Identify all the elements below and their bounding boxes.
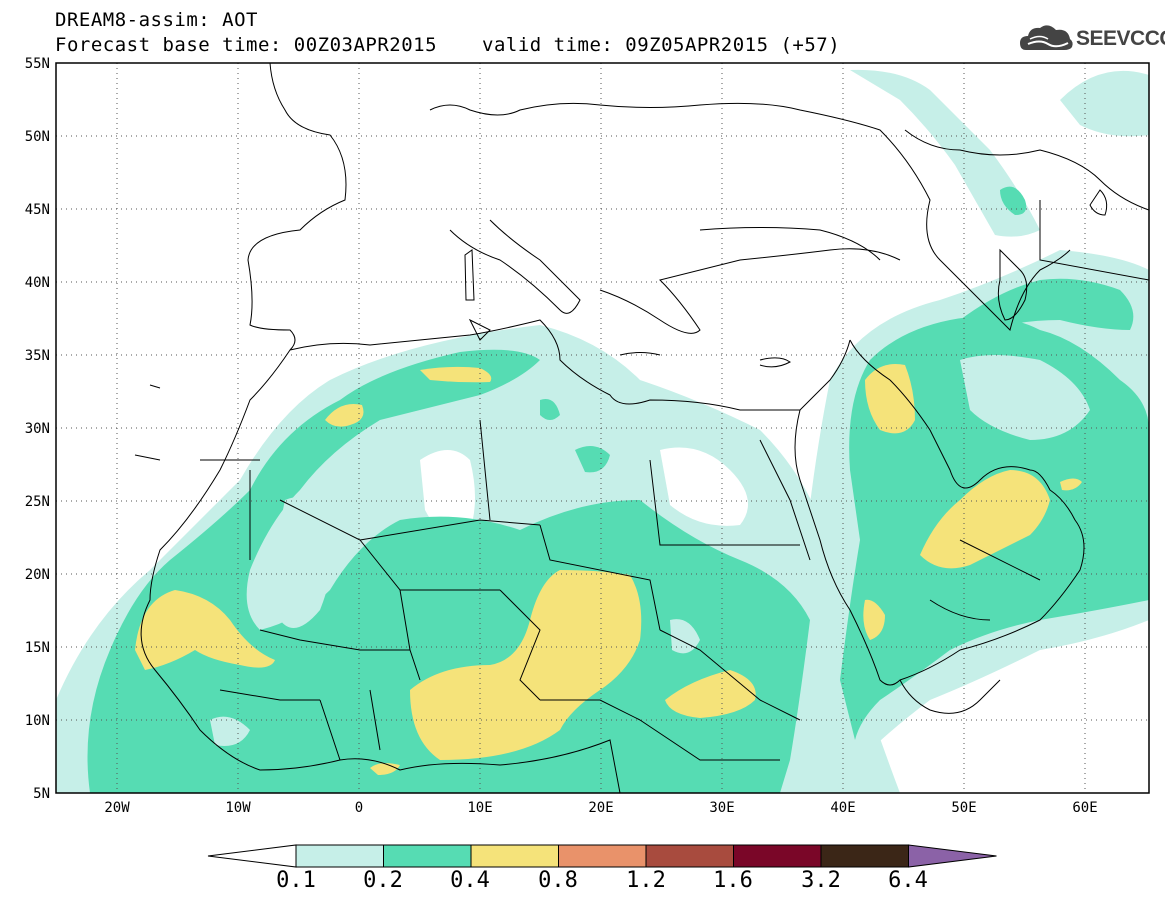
colorbar-swatch	[820, 844, 909, 868]
lon-label: 50E	[951, 800, 976, 816]
colorbar-swatch	[295, 844, 384, 868]
lat-label: 30N	[25, 421, 50, 437]
lat-label: 50N	[25, 129, 50, 145]
colorbar	[207, 844, 997, 868]
title-line-1: DREAM8-assim: AOT	[55, 9, 258, 31]
seevccc-logo: SEEVCCC	[1018, 22, 1165, 56]
colorbar-swatch	[383, 844, 472, 868]
colorbar-label: 1.6	[713, 868, 753, 893]
lat-label: 20N	[25, 567, 50, 583]
lon-label: 20W	[104, 800, 130, 816]
lat-label: 35N	[25, 348, 50, 364]
lon-label: 10W	[225, 800, 251, 816]
lon-label: 60E	[1072, 800, 1097, 816]
grid-lines	[56, 63, 1149, 793]
colorbar-label: 0.1	[276, 868, 316, 893]
colorbar-arrow-high	[908, 844, 997, 868]
islands	[134, 249, 791, 461]
lat-tick-labels: 5N 10N 15N 20N 25N 30N 35N 40N 45N 50N 5…	[25, 56, 50, 802]
lon-label: 40E	[830, 800, 855, 816]
plot-frame	[55, 62, 1150, 794]
lon-label: 0	[355, 800, 363, 816]
lon-label: 30E	[709, 800, 734, 816]
lon-label: 10E	[467, 800, 492, 816]
title-line-2: Forecast base time: 00Z03APR2015	[55, 34, 438, 56]
logo-text: SEEVCCC	[1076, 27, 1165, 50]
colorbar-swatch	[470, 844, 559, 868]
lon-tick-labels: 20W 10W 0 10E 20E 30E 40E 50E 60E	[104, 800, 1097, 816]
lat-label: 45N	[25, 202, 50, 218]
lat-label: 40N	[25, 275, 50, 291]
coastlines	[140, 63, 1149, 793]
colorbar-label: 6.4	[888, 868, 928, 893]
colorbar-swatch	[733, 844, 822, 868]
colorbar-arrow-low	[207, 844, 297, 868]
lon-label: 20E	[588, 800, 613, 816]
lat-label: 55N	[25, 56, 50, 72]
colorbar-swatch	[558, 844, 647, 868]
lat-label: 15N	[25, 640, 50, 656]
colorbar-label: 0.8	[538, 868, 578, 893]
lat-label: 5N	[33, 786, 50, 802]
aot-level-0-1-inner	[276, 355, 1090, 654]
lat-label: 25N	[25, 494, 50, 510]
lat-label: 10N	[25, 713, 50, 729]
colorbar-label: 3.2	[801, 868, 841, 893]
colorbar-label: 0.4	[450, 868, 490, 893]
colorbar-label: 0.2	[363, 868, 403, 893]
cloud-icon	[1020, 25, 1073, 50]
colorbar-label: 1.2	[626, 868, 666, 893]
colorbar-swatch	[645, 844, 734, 868]
valid-time: valid time: 09Z05APR2015 (+57)	[482, 34, 841, 56]
